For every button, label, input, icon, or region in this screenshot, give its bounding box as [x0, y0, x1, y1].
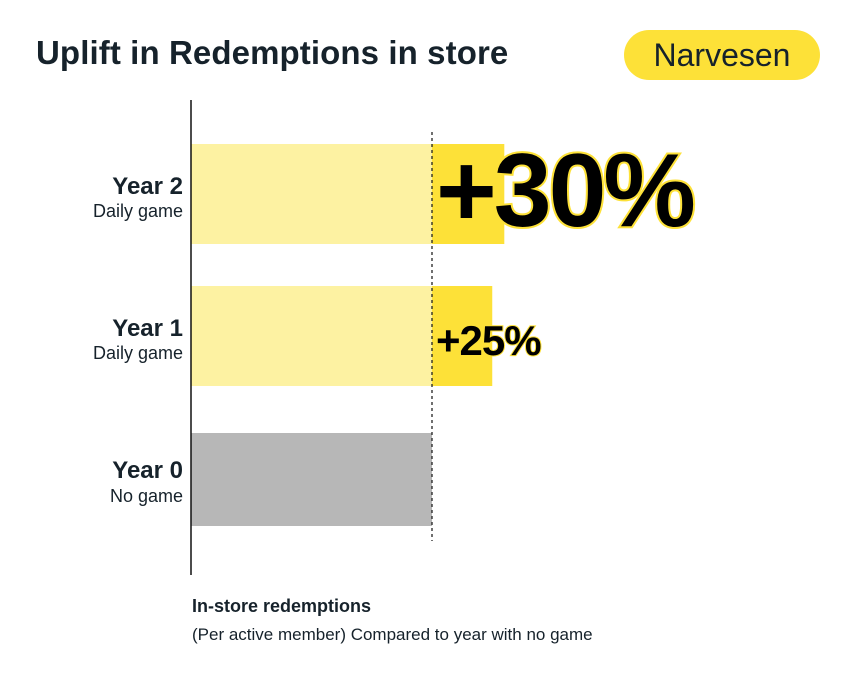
uplift-data-label: +25% — [436, 317, 541, 364]
bar-baseline-year-2 — [191, 144, 432, 244]
bar-uplift-year-1 — [432, 286, 493, 386]
category-label: Year 1 — [112, 315, 183, 342]
brand-name: Narvesen — [653, 36, 791, 73]
footnote-subtitle: (Per active member) Compared to year wit… — [192, 625, 593, 644]
bar-uplift-year-2 — [432, 144, 505, 244]
category-label: Year 0 — [112, 457, 183, 484]
category-sublabel: Daily game — [93, 201, 183, 221]
brand-badge: Narvesen — [624, 30, 820, 80]
uplift-data-label: +30% — [436, 133, 693, 249]
category-sublabel: No game — [110, 486, 183, 506]
footnote-title: In-store redemptions — [192, 596, 372, 616]
category-sublabel: Daily game — [93, 343, 183, 363]
bar-baseline-year-1 — [191, 286, 432, 386]
bar-baseline-year-0 — [191, 433, 432, 526]
category-label: Year 2 — [112, 173, 183, 200]
chart-title: Uplift in Redemptions in store — [36, 34, 509, 71]
